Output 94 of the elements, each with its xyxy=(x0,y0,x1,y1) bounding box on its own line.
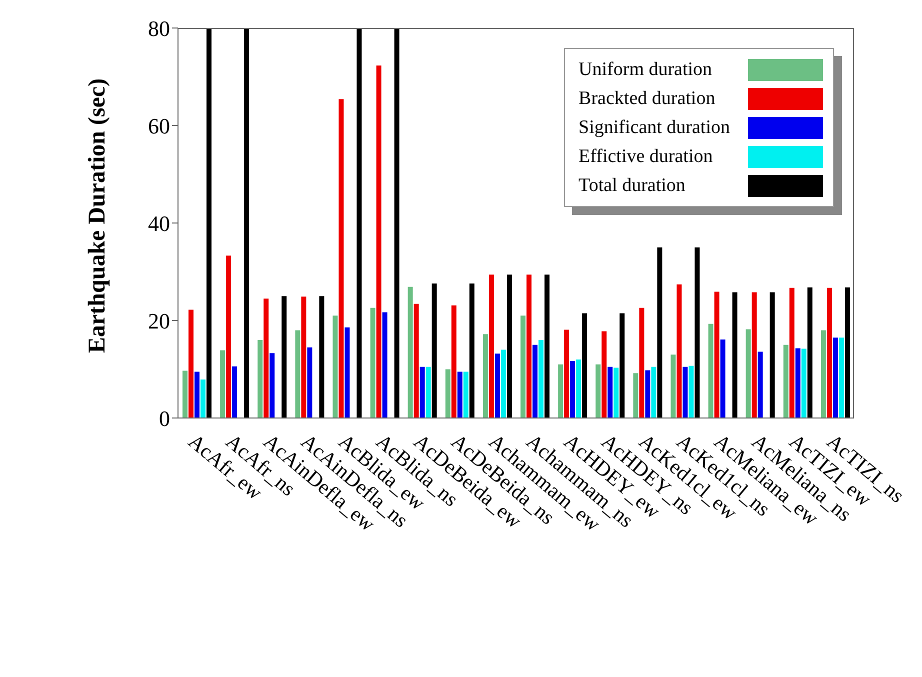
bar xyxy=(494,354,500,418)
bar xyxy=(506,274,512,418)
bar xyxy=(244,28,250,418)
bar xyxy=(752,292,757,418)
y-tick-label: 20 xyxy=(148,308,170,334)
bar xyxy=(795,348,800,418)
bar xyxy=(633,373,638,418)
legend-label: Brackted duration xyxy=(578,88,716,110)
bar xyxy=(732,292,738,418)
bar xyxy=(576,360,582,418)
bar xyxy=(758,352,763,418)
bar xyxy=(463,372,468,418)
bar xyxy=(295,330,300,418)
bar xyxy=(520,316,526,418)
bar xyxy=(789,288,794,418)
bar xyxy=(319,296,324,418)
bar xyxy=(532,344,538,418)
bar xyxy=(338,99,344,418)
legend-label: Significant duration xyxy=(578,116,730,138)
bar xyxy=(746,329,751,418)
bar xyxy=(651,366,656,418)
bar xyxy=(220,350,226,418)
bar xyxy=(639,308,644,418)
bar xyxy=(596,364,601,418)
bar xyxy=(832,338,838,418)
bar xyxy=(564,330,570,418)
bar xyxy=(676,284,682,418)
y-tick-label: 0 xyxy=(159,406,170,431)
bar xyxy=(770,292,775,418)
bar xyxy=(544,274,550,418)
bar xyxy=(282,296,287,418)
bar xyxy=(602,331,607,418)
bar xyxy=(608,366,613,418)
bar xyxy=(670,354,676,418)
bar xyxy=(620,313,625,418)
bar xyxy=(708,324,714,418)
bar xyxy=(206,28,212,418)
bar xyxy=(614,368,619,418)
bar xyxy=(445,369,450,418)
bar xyxy=(414,304,419,418)
bar xyxy=(469,283,474,418)
bar xyxy=(688,366,694,418)
bar xyxy=(807,287,812,418)
bar xyxy=(826,288,832,418)
text: Total duration xyxy=(578,174,686,196)
bar xyxy=(232,366,238,418)
bar xyxy=(394,28,400,418)
bar xyxy=(538,340,544,418)
bar xyxy=(838,338,844,418)
bar xyxy=(432,283,437,418)
bar xyxy=(482,334,488,418)
y-tick-label: 60 xyxy=(148,113,170,138)
legend-label: Uniform duration xyxy=(578,58,712,80)
bar xyxy=(188,310,194,418)
bar xyxy=(783,344,788,418)
bar xyxy=(451,305,456,418)
y-tick-label: 40 xyxy=(148,210,170,236)
bar xyxy=(194,372,200,418)
bar xyxy=(682,366,688,418)
bar xyxy=(720,340,726,418)
bar xyxy=(426,366,431,418)
bar xyxy=(356,28,362,418)
bar xyxy=(226,256,232,418)
bar xyxy=(344,327,350,418)
y-tick-label: 80 xyxy=(148,16,170,41)
bar xyxy=(570,360,576,418)
bar xyxy=(558,364,564,418)
bar xyxy=(694,247,700,418)
bar xyxy=(270,353,275,418)
bar xyxy=(844,287,850,418)
legend-label: Effictive duration xyxy=(578,146,713,168)
bar xyxy=(500,350,506,418)
bar xyxy=(376,66,382,418)
bar xyxy=(307,347,312,418)
bar xyxy=(526,274,532,418)
bar xyxy=(264,298,269,418)
bar xyxy=(645,370,650,418)
bar xyxy=(714,292,720,418)
bar xyxy=(457,372,462,418)
bar xyxy=(420,366,425,418)
bar xyxy=(408,286,413,418)
bar xyxy=(820,330,826,418)
bar xyxy=(382,312,388,418)
bar xyxy=(488,274,494,418)
bar xyxy=(200,379,206,418)
bar xyxy=(301,296,306,418)
bar xyxy=(657,247,662,418)
bar xyxy=(258,340,263,418)
bar xyxy=(801,348,806,418)
bar xyxy=(370,308,376,418)
bar xyxy=(582,313,588,418)
bar xyxy=(182,370,188,418)
bar xyxy=(332,316,338,418)
y-axis-title: Earthquake Duration (sec) xyxy=(84,78,111,353)
